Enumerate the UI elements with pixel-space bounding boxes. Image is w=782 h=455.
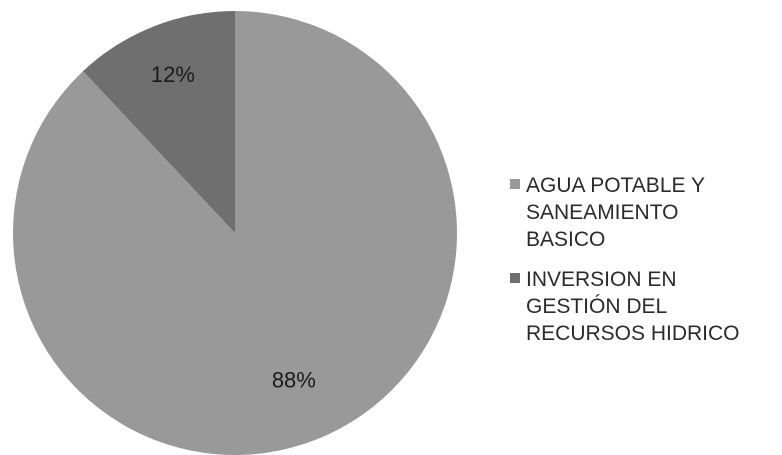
chart-legend: AGUA POTABLE Y SANEAMIENTO BASICO INVERS… <box>510 172 778 360</box>
legend-label-inversion: INVERSION EN GESTIÓN DEL RECURSOS HIDRIC… <box>526 268 740 345</box>
legend-item-agua-potable: AGUA POTABLE Y SANEAMIENTO BASICO <box>510 172 778 253</box>
legend-item-inversion: INVERSION EN GESTIÓN DEL RECURSOS HIDRIC… <box>510 266 778 347</box>
data-label-inversion: 12% <box>151 62 195 87</box>
legend-label-agua-potable: AGUA POTABLE Y SANEAMIENTO BASICO <box>526 174 705 251</box>
pie-slice-labels: 88% 12% <box>151 62 316 392</box>
legend-swatch-inversion <box>510 273 520 283</box>
pie-slice-inversion <box>83 11 235 233</box>
pie-slices <box>12 11 457 455</box>
data-label-agua-potable: 88% <box>272 367 316 392</box>
legend-swatch-agua-potable <box>510 179 520 189</box>
